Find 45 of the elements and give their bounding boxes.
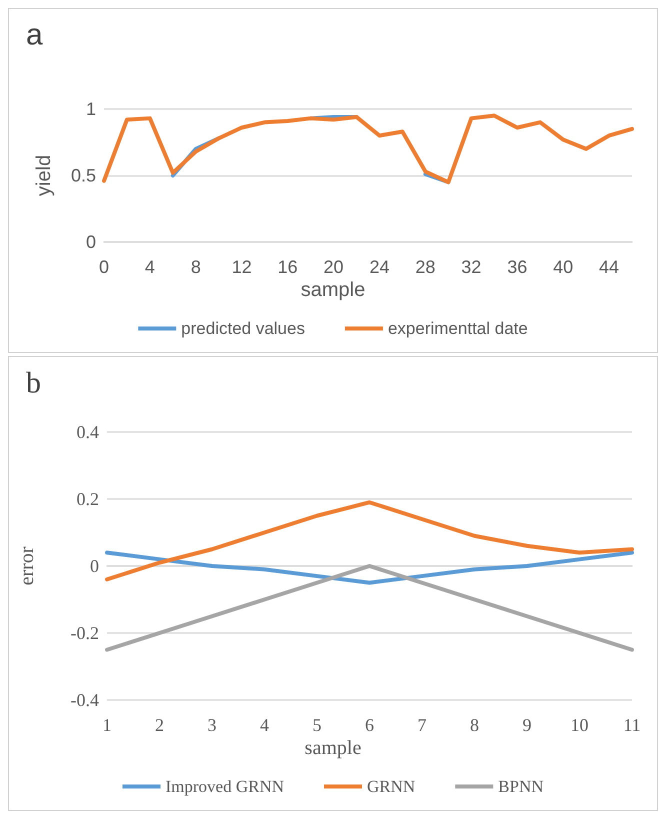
y-tick-label: 0 <box>90 556 99 576</box>
x-tick-label: 32 <box>461 257 482 277</box>
x-tick-label: 28 <box>415 257 436 277</box>
x-tick-label: 5 <box>312 715 322 735</box>
x-tick-label: 24 <box>369 257 390 277</box>
x-axis-title: sample <box>300 279 366 301</box>
x-tick-label: 4 <box>144 257 155 277</box>
x-tick-label: 40 <box>553 257 574 277</box>
line-series <box>105 550 634 585</box>
line-series <box>102 114 634 184</box>
y-tick-label: -0.4 <box>70 690 99 710</box>
y-tick-label: -0.2 <box>70 623 99 643</box>
legend-label: BPNN <box>498 777 544 796</box>
x-tick-label: 16 <box>278 257 298 277</box>
x-tick-label: 44 <box>599 257 620 277</box>
legend-label: GRNN <box>366 777 416 796</box>
x-axis-title: sample <box>304 737 362 759</box>
line-series <box>105 500 634 582</box>
x-tick-label: 2 <box>155 715 164 735</box>
x-tick-label: 12 <box>232 257 252 277</box>
chart-title: a <box>26 18 43 52</box>
y-axis-title: yield <box>33 154 55 196</box>
x-tick-label: 7 <box>418 715 426 735</box>
y-tick-label: 0 <box>86 232 96 252</box>
x-tick-label: 8 <box>470 715 479 735</box>
x-tick-label: 1 <box>102 715 112 735</box>
y-tick-label: 1 <box>86 99 96 119</box>
y-tick-label: 0.4 <box>76 422 99 442</box>
line-series <box>105 564 634 652</box>
x-tick-label: 20 <box>324 257 344 277</box>
x-tick-label: 10 <box>570 715 588 735</box>
x-tick-label: 36 <box>507 257 528 277</box>
legend-label: Improved GRNN <box>165 777 284 796</box>
x-tick-label: 4 <box>260 715 269 735</box>
x-tick-label: 11 <box>623 715 641 735</box>
chart-title: b <box>26 366 41 400</box>
x-tick-label: 8 <box>190 257 201 277</box>
legend-label: predicted values <box>181 319 305 338</box>
y-tick-label: 0.5 <box>70 166 96 186</box>
x-tick-label: 3 <box>208 715 216 735</box>
x-tick-label: 6 <box>365 715 374 735</box>
y-axis-title: error <box>16 546 38 586</box>
legend-label: experimenttal date <box>388 319 528 338</box>
x-tick-label: 9 <box>522 715 532 735</box>
y-tick-label: 0.2 <box>76 489 99 509</box>
